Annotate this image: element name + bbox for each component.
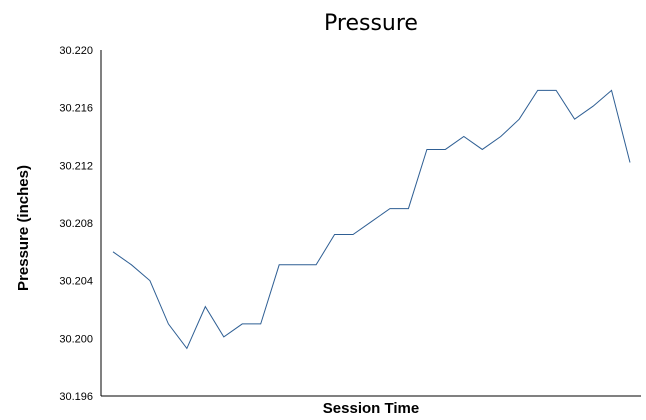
y-tick-label: 30.200 (59, 333, 93, 345)
y-tick-label: 30.216 (59, 103, 93, 115)
y-tick-label: 30.208 (59, 218, 93, 230)
y-tick-labels: 30.196 30.200 30.204 30.208 30.212 30.216 30.2… (59, 45, 93, 403)
y-tick-label: 30.220 (59, 45, 93, 57)
y-tick-label: 30.196 (59, 391, 93, 403)
y-tick-label: 30.204 (59, 276, 93, 288)
x-axis-label: Session Time (323, 400, 419, 417)
y-axis-label: Pressure (inches) (15, 165, 32, 291)
pressure-series-line (112, 89, 631, 350)
chart-title: Pressure (324, 11, 418, 36)
y-tick-label: 30.212 (59, 160, 93, 172)
